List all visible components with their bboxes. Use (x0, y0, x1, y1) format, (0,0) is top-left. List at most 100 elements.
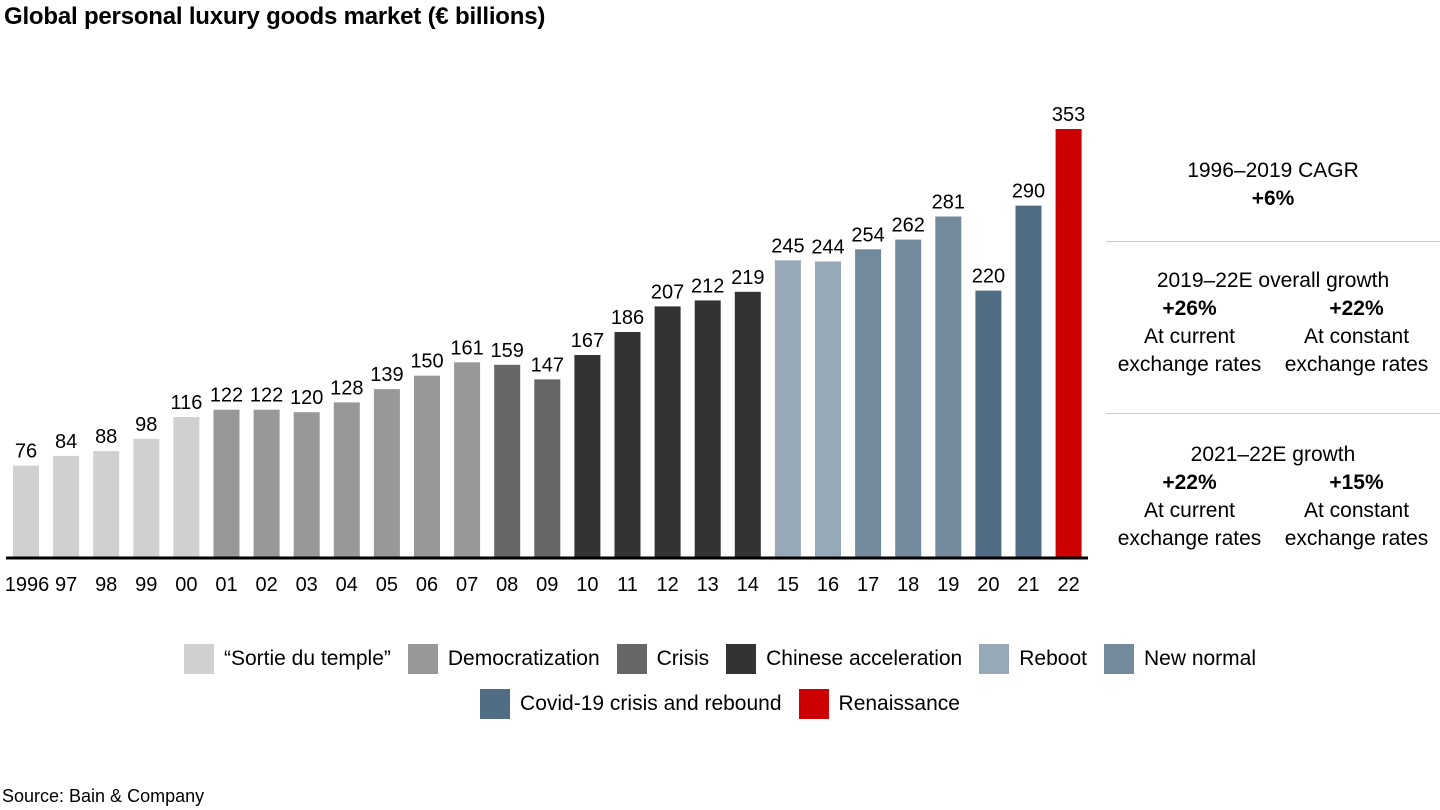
value-label-04: 128 (330, 377, 363, 399)
x-tick-label-99: 99 (135, 574, 157, 596)
x-tick-labels-group: 1996 97 98 99 00 01 02 03 04 05 06 07 08 09 10 11 12 13 14… (5, 574, 1080, 596)
x-tick-label-1996: 1996 (5, 574, 50, 596)
bar-97 (53, 455, 80, 558)
x-tick-label-22: 22 (1057, 574, 1079, 596)
value-labels-group: 76 84 88 98 116 122 122 120 128 139 150 161 159 147 16… (15, 104, 1085, 463)
value-label-22: 353 (1052, 104, 1085, 126)
cagr-title: 1996–2019 CAGR (1187, 159, 1359, 182)
bar-99 (133, 438, 160, 558)
x-tick-label-06: 06 (416, 574, 438, 596)
divider (1106, 241, 1440, 242)
value-label-01: 122 (210, 385, 243, 407)
value-label-03: 120 (290, 387, 323, 409)
bars-group (13, 129, 1082, 559)
recent-growth-title: 2021–22E growth (1190, 443, 1356, 466)
x-tick-label-04: 04 (336, 574, 358, 596)
value-label-13: 212 (691, 275, 724, 297)
bar-10 (574, 355, 601, 558)
bar-09 (534, 379, 561, 558)
x-tick-label-21: 21 (1017, 574, 1039, 596)
bar-16 (815, 261, 841, 558)
value-label-14: 219 (731, 267, 764, 289)
value-label-07: 161 (450, 337, 483, 359)
bar-98 (93, 451, 120, 558)
value-label-19: 281 (932, 192, 965, 214)
value-label-16: 244 (811, 237, 844, 259)
legend-row-1: “Sortie du temple” Democratization Crisis C… (0, 644, 1440, 674)
value-label-11: 186 (611, 307, 644, 329)
x-tick-label-09: 09 (536, 574, 558, 596)
value-label-97: 84 (55, 431, 77, 453)
bar-08 (494, 364, 521, 558)
overall-constant-value: +22% (1329, 297, 1384, 320)
value-label-18: 262 (892, 215, 925, 237)
bar-13 (694, 300, 721, 558)
legend-label: Reboot (1019, 647, 1087, 670)
recent-constant-col: +15% At constant exchange rates (1273, 469, 1440, 553)
overall-current-line2: exchange rates (1117, 353, 1262, 376)
bar-1996 (13, 465, 39, 558)
legend-item: Crisis (616, 644, 710, 674)
legend-item: Reboot (979, 644, 1087, 674)
legend-swatch (726, 644, 757, 674)
legend-label: New normal (1143, 647, 1257, 670)
divider (1106, 413, 1440, 414)
value-label-06: 150 (410, 351, 443, 373)
legend-item: Democratization (407, 644, 600, 674)
legend-swatch (616, 644, 647, 674)
bar-18 (895, 239, 922, 558)
bar-04 (333, 402, 360, 558)
recent-growth-block: 2021–22E growth +22% At current exchange… (1106, 414, 1440, 553)
legend-swatch (407, 644, 438, 674)
overall-current-line1: At current (1143, 325, 1236, 348)
value-label-1996: 76 (15, 441, 37, 463)
legend-label: Democratization (447, 647, 600, 670)
x-tick-label-12: 12 (656, 574, 678, 596)
legend-swatch (480, 689, 511, 719)
value-label-00: 116 (170, 392, 202, 414)
overall-growth-block: 2019–22E overall growth +26% At current … (1106, 242, 1440, 413)
x-tick-label-10: 10 (576, 574, 598, 596)
overall-growth-title: 2019–22E overall growth (1156, 269, 1390, 292)
value-label-99: 98 (135, 414, 157, 436)
overall-constant-col: +22% At constant exchange rates (1273, 295, 1440, 379)
bar-02 (253, 409, 280, 558)
legend-item: Chinese acceleration (726, 644, 962, 674)
recent-constant-line2: exchange rates (1284, 527, 1429, 550)
legend-item: “Sortie du temple” (183, 644, 391, 674)
bar-11 (614, 332, 641, 558)
x-tick-label-20: 20 (977, 574, 999, 596)
cagr-value: +6% (1251, 187, 1295, 210)
x-tick-label-07: 07 (456, 574, 478, 596)
bar-17 (855, 249, 882, 559)
legend-label: Chinese acceleration (766, 647, 963, 670)
recent-current-value: +22% (1162, 471, 1217, 494)
legend-swatch (979, 644, 1010, 674)
x-tick-label-19: 19 (937, 574, 959, 596)
x-tick-label-97: 97 (55, 574, 77, 596)
legend-label: Crisis (656, 647, 710, 670)
bar-20 (975, 290, 1002, 558)
bar-14 (734, 291, 761, 558)
value-label-17: 254 (851, 224, 884, 246)
x-tick-label-01: 01 (215, 574, 237, 596)
overall-constant-line1: At constant (1303, 325, 1410, 348)
bar-03 (293, 412, 320, 558)
value-label-98: 88 (95, 426, 117, 448)
overall-current-col: +26% At current exchange rates (1106, 295, 1273, 379)
bar-21 (1015, 205, 1042, 558)
bar-01 (213, 409, 240, 558)
growth-panel: 1996–2019 CAGR +6% 2019–22E overall grow… (1106, 150, 1440, 553)
recent-constant-value: +15% (1329, 471, 1384, 494)
overall-constant-line2: exchange rates (1284, 353, 1429, 376)
bar-12 (654, 306, 681, 558)
x-tick-label-17: 17 (857, 574, 879, 596)
x-tick-label-15: 15 (777, 574, 799, 596)
x-tick-label-03: 03 (296, 574, 318, 596)
x-tick-label-05: 05 (376, 574, 398, 596)
value-label-21: 290 (1012, 181, 1045, 203)
source-note: Source: Bain & Company (2, 786, 205, 806)
cagr-block: 1996–2019 CAGR +6% (1106, 150, 1440, 241)
recent-current-line1: At current (1143, 499, 1236, 522)
